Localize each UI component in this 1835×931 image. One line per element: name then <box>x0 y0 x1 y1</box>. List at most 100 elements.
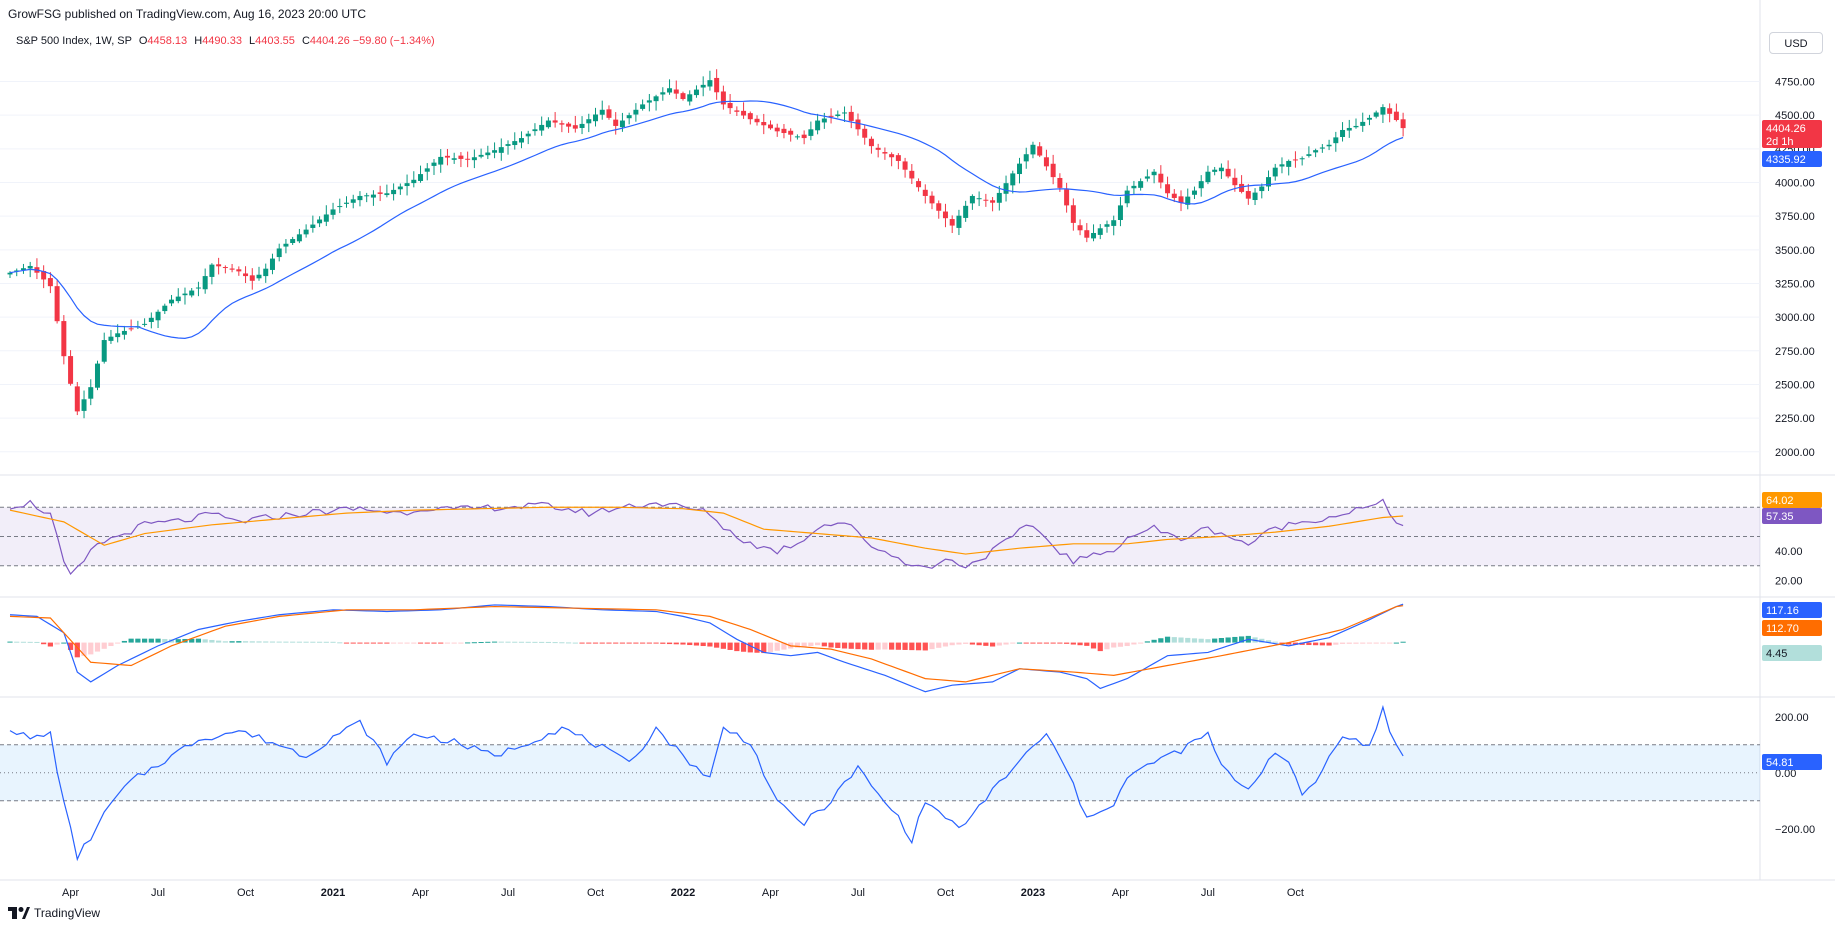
hist-badge-text: 4.45 <box>1766 648 1787 660</box>
candle-body <box>505 144 511 146</box>
macd-hist-bar <box>444 642 451 644</box>
macd-hist-bar <box>1198 638 1204 643</box>
macd-hist-bar <box>740 642 747 652</box>
macd-hist-bar <box>465 642 471 644</box>
macd-hist-bar <box>1259 638 1265 643</box>
candle-body <box>1225 168 1231 177</box>
candle-body <box>606 109 612 118</box>
macd-hist-bar <box>1171 637 1177 643</box>
signal-badge-text: 112.70 <box>1766 623 1799 635</box>
rsi-ma-line <box>9 506 1404 555</box>
candles <box>7 69 1406 419</box>
currency-button[interactable]: USD <box>1769 32 1823 54</box>
candle-body <box>1151 171 1157 176</box>
candle-body <box>209 264 215 277</box>
candle-body <box>512 141 518 146</box>
macd-hist-bar <box>491 641 498 643</box>
cci-tick-label: 200.00 <box>1775 712 1809 724</box>
time-tick-label: Apr <box>62 887 79 899</box>
macd-hist-bar <box>1057 642 1063 644</box>
candle-body <box>189 290 195 296</box>
macd-hist-bar <box>633 642 639 644</box>
candle-body <box>1279 164 1285 167</box>
candle-body <box>1393 111 1399 121</box>
macd-hist-bar <box>195 638 202 643</box>
time-tick-label: Apr <box>412 887 429 899</box>
macd-hist-bar <box>761 642 767 654</box>
candle-body <box>747 113 753 120</box>
rsi-tick-label: 20.00 <box>1775 575 1803 587</box>
candle-body <box>633 109 639 115</box>
macd-hist-bar <box>700 642 706 647</box>
macd-hist-bar <box>316 641 323 643</box>
candle-body <box>660 92 666 95</box>
candle-body <box>875 147 881 150</box>
candle-body <box>707 80 713 87</box>
macd-hist-bar <box>1144 641 1150 643</box>
macd-hist-bar <box>1360 642 1366 644</box>
macd-badge-text: 117.16 <box>1766 605 1799 617</box>
candle-body <box>202 276 208 290</box>
macd-hist-bar <box>155 638 161 643</box>
candle-body <box>525 133 531 137</box>
candle-body <box>801 134 807 139</box>
close-label: C <box>301 35 310 47</box>
macd-hist-bar <box>942 642 949 647</box>
price-tick-label: 2000.00 <box>1775 447 1815 459</box>
macd-hist-bar <box>41 642 47 645</box>
time-tick-label: Jul <box>501 887 515 899</box>
macd-hist-bar <box>1185 637 1191 643</box>
price-tick-label: 3250.00 <box>1775 278 1815 290</box>
macd-hist-bar <box>821 642 827 647</box>
candle-body <box>411 179 417 184</box>
macd-hist-bar <box>269 641 276 643</box>
macd-hist-bar <box>693 642 700 646</box>
candle-body <box>54 286 60 322</box>
macd-hist-bar <box>411 642 417 644</box>
macd-hist-bar <box>1279 642 1285 644</box>
macd-hist-bar <box>67 642 74 650</box>
macd-hist-bar <box>909 642 915 651</box>
macd-hist-bar <box>283 641 289 643</box>
candle-body <box>1010 173 1016 186</box>
candle-body <box>828 115 834 117</box>
macd-hist-bar <box>424 642 430 644</box>
candle-body <box>673 89 679 94</box>
candle-body <box>492 150 498 153</box>
candle-body <box>687 94 693 102</box>
macd-hist-bar <box>1380 642 1386 644</box>
macd-hist-bar <box>1090 642 1097 649</box>
candle-body <box>1239 183 1245 192</box>
cci-badge: 54.81 <box>1762 754 1822 770</box>
price-tick-label: 4500.00 <box>1775 110 1815 122</box>
macd-hist-bar <box>357 642 363 644</box>
candle-body <box>121 330 127 335</box>
macd-hist-bar <box>485 641 491 643</box>
signal-badge-bg <box>1762 620 1822 636</box>
candle-body <box>1057 177 1063 188</box>
candle-body <box>155 311 161 321</box>
ma-badge-text: 4335.92 <box>1766 154 1806 166</box>
candle-body <box>418 174 424 181</box>
macd-hist-bar <box>47 642 53 647</box>
candle-body <box>1306 154 1312 156</box>
macd-hist-bar <box>1373 642 1379 644</box>
macd-hist-bar <box>370 642 377 644</box>
candle-body <box>108 336 114 341</box>
macd-hist-bar <box>707 642 713 647</box>
candle-body <box>276 248 282 258</box>
candle-body <box>1333 137 1339 144</box>
macd-hist-bar <box>586 642 592 644</box>
macd-hist-bar <box>498 641 504 643</box>
candle-body <box>1043 157 1049 167</box>
macd-hist-bar <box>1030 642 1036 644</box>
macd-hist-bar <box>747 642 753 653</box>
macd-hist-bar <box>801 642 807 647</box>
macd-hist-bar <box>956 642 962 645</box>
cci-badge-bg <box>1762 754 1822 770</box>
rsi-badge-bg <box>1762 508 1822 524</box>
candle-body <box>256 274 262 279</box>
time-tick-label: 2022 <box>671 887 695 899</box>
macd-hist-bar <box>599 642 605 644</box>
